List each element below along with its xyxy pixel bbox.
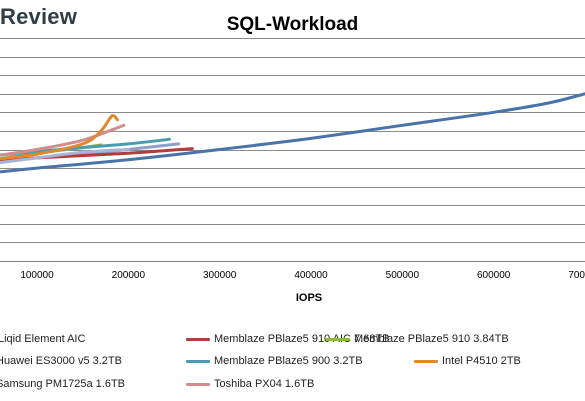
legend-item: Liqid Element AIC	[0, 333, 85, 345]
legend-swatch	[326, 337, 350, 341]
legend-swatch	[186, 359, 210, 363]
legend-item: Memblaze PBlaze5 910 3.84TB	[326, 333, 509, 345]
series-line	[0, 114, 119, 161]
x-tick-label: 500000	[386, 270, 420, 281]
legend-label: Memblaze PBlaze5 910 3.84TB	[354, 333, 509, 345]
legend-label: Samsung PM1725a 1.6TB	[0, 378, 126, 390]
brand-logo-text: Review	[0, 4, 78, 29]
legend-swatch	[414, 359, 438, 363]
legend-item: Memblaze PBlaze5 910 AIC 7.68TB	[186, 333, 389, 345]
legend-item: Memblaze PBlaze5 900 3.2TB	[186, 355, 363, 367]
gridlines	[0, 38, 585, 262]
legend-item: Toshiba PX04 1.6TB	[186, 378, 314, 390]
legend-item: Samsung PM1725a 1.6TB	[0, 378, 125, 390]
legend-item: Intel P4510 2TB	[414, 355, 521, 367]
x-tick-label: 100000	[20, 270, 54, 281]
series-line	[0, 92, 585, 174]
legend-label: Toshiba PX04 1.6TB	[214, 378, 315, 390]
x-tick-label: 200000	[112, 270, 146, 281]
x-axis-title: IOPS	[296, 292, 322, 304]
legend-label: Memblaze PBlaze5 900 3.2TB	[214, 355, 363, 367]
series-line	[0, 148, 130, 164]
legend-label: Memblaze PBlaze5 910 AIC 7.68TB	[214, 333, 390, 345]
legend-label: Intel P4510 2TB	[442, 355, 521, 367]
legend-swatch	[186, 337, 210, 341]
series-line	[0, 123, 126, 157]
legend-label: Liqid Element AIC	[0, 333, 86, 345]
legend-swatch	[186, 382, 210, 386]
x-tick-label: 600000	[477, 270, 511, 281]
line-chart: 100000 200000 300000 400000 500000 600000 7000…	[0, 38, 585, 304]
chart-title: SQL-Workload	[226, 14, 359, 35]
x-axis: 100000 200000 300000 400000 500000 600000 7000…	[20, 270, 585, 281]
series-layer	[0, 92, 585, 174]
x-tick-label: 700000	[568, 270, 585, 281]
x-tick-label: 300000	[203, 270, 237, 281]
legend-item: Huawei ES3000 v5 3.2TB	[0, 355, 122, 367]
legend: Liqid Element AIC Memblaze PBlaze5 910 AI…	[0, 322, 585, 401]
x-tick-label: 400000	[294, 270, 328, 281]
legend-label: Huawei ES3000 v5 3.2TB	[0, 355, 122, 367]
